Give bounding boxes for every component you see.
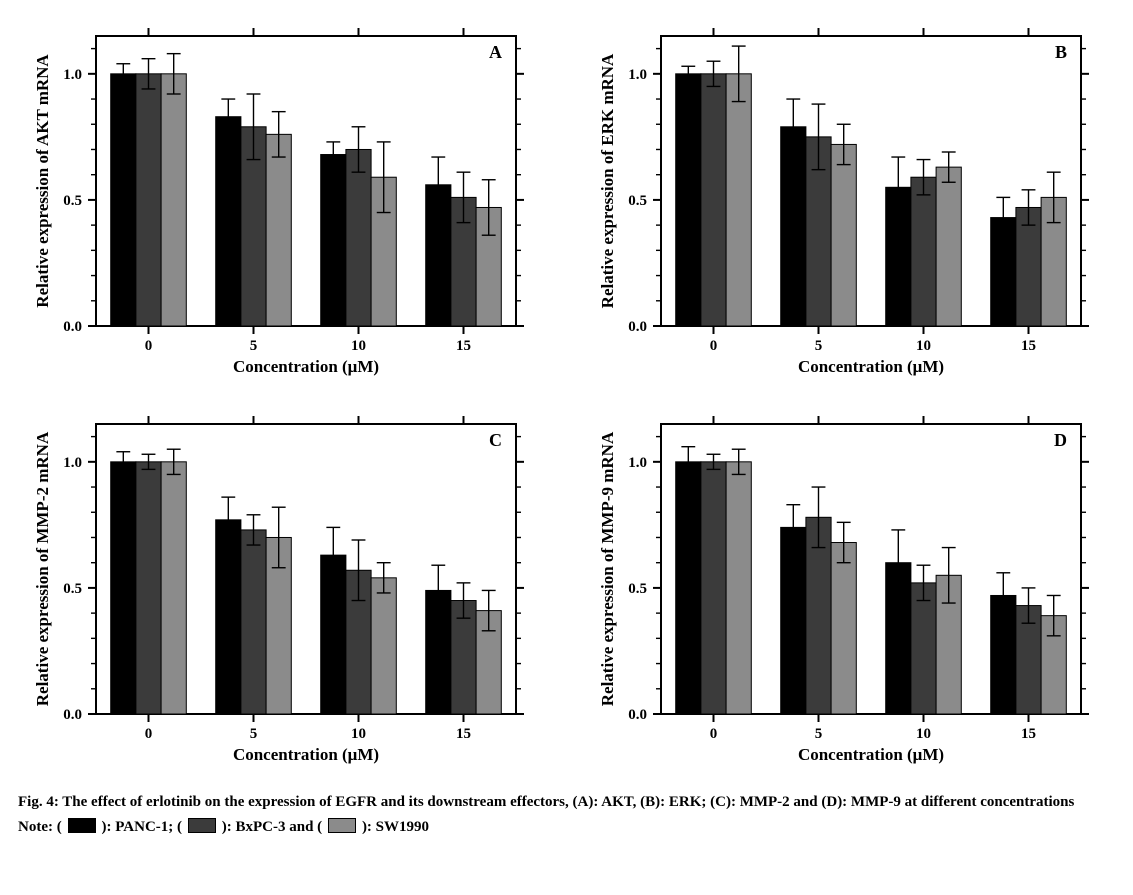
bar-sw1990 xyxy=(161,462,186,714)
svg-text:Relative expression of MMP-9 m: Relative expression of MMP-9 mRNA xyxy=(598,431,617,706)
panel-c: 0.0 0.5 1.0 0 5 10 15 Concentration (μM) Relativ… xyxy=(18,406,551,766)
bar-bxpc3 xyxy=(136,74,161,326)
legend-swatch-bxpc3 xyxy=(188,818,216,833)
chart-c: 0.0 0.5 1.0 0 5 10 15 Concentration (μM) Relativ… xyxy=(18,406,538,766)
svg-text:15: 15 xyxy=(456,338,471,354)
svg-text:5: 5 xyxy=(250,726,258,742)
svg-text:10: 10 xyxy=(351,338,366,354)
svg-text:C: C xyxy=(489,430,502,450)
svg-text:5: 5 xyxy=(814,726,822,742)
svg-text:Concentration (μM): Concentration (μM) xyxy=(797,357,943,376)
svg-text:10: 10 xyxy=(916,338,931,354)
bar-sw1990 xyxy=(161,74,186,326)
svg-text:0.5: 0.5 xyxy=(63,193,82,209)
svg-text:0: 0 xyxy=(145,726,153,742)
bar-sw1990 xyxy=(831,543,856,714)
svg-text:Concentration (μM): Concentration (μM) xyxy=(233,357,379,376)
svg-text:0.0: 0.0 xyxy=(628,707,647,723)
bar-panc1 xyxy=(675,462,700,714)
svg-text:0.0: 0.0 xyxy=(63,707,82,723)
bar-bxpc3 xyxy=(136,462,161,714)
panel-grid: 0.0 0.5 1.0 0 5 10 15 Concentration (μM) Relativ… xyxy=(18,18,1115,766)
svg-text:15: 15 xyxy=(1021,338,1036,354)
svg-text:0.0: 0.0 xyxy=(63,319,82,335)
legend-swatch-sw1990 xyxy=(328,818,356,833)
svg-text:A: A xyxy=(489,42,502,62)
bar-bxpc3 xyxy=(910,177,935,326)
svg-text:0: 0 xyxy=(709,726,717,742)
legend-note: Note: ( ): PANC-1; ( ): BxPC-3 and ( ): … xyxy=(18,818,1115,836)
svg-text:15: 15 xyxy=(456,726,471,742)
svg-text:Concentration (μM): Concentration (μM) xyxy=(797,745,943,764)
svg-text:0.0: 0.0 xyxy=(628,319,647,335)
bar-panc1 xyxy=(675,74,700,326)
svg-text:Relative expression of AKT mRN: Relative expression of AKT mRNA xyxy=(33,54,52,308)
svg-text:0: 0 xyxy=(709,338,717,354)
svg-text:0.5: 0.5 xyxy=(628,581,647,597)
svg-text:B: B xyxy=(1054,42,1066,62)
bar-sw1990 xyxy=(831,144,856,326)
bar-panc1 xyxy=(111,74,136,326)
bar-bxpc3 xyxy=(700,462,725,714)
svg-text:10: 10 xyxy=(351,726,366,742)
bar-bxpc3 xyxy=(346,149,371,326)
bar-panc1 xyxy=(216,520,241,714)
svg-text:1.0: 1.0 xyxy=(628,67,647,83)
panel-b: 0.0 0.5 1.0 0 5 10 15 Concentration (μM) Relativ… xyxy=(583,18,1116,378)
bar-panc1 xyxy=(780,527,805,714)
svg-text:10: 10 xyxy=(916,726,931,742)
figure-caption: Fig. 4: The effect of erlotinib on the e… xyxy=(18,792,1115,812)
svg-text:Relative expression of ERK mRN: Relative expression of ERK mRNA xyxy=(598,53,617,308)
bar-sw1990 xyxy=(266,134,291,326)
bar-panc1 xyxy=(216,117,241,326)
svg-text:15: 15 xyxy=(1021,726,1036,742)
bar-bxpc3 xyxy=(910,583,935,714)
bar-sw1990 xyxy=(371,578,396,714)
figure-4: 0.0 0.5 1.0 0 5 10 15 Concentration (μM) Relativ… xyxy=(18,18,1115,836)
svg-text:1.0: 1.0 xyxy=(628,455,647,471)
panel-a: 0.0 0.5 1.0 0 5 10 15 Concentration (μM) Relativ… xyxy=(18,18,551,378)
bar-sw1990 xyxy=(936,167,961,326)
svg-text:0.5: 0.5 xyxy=(63,581,82,597)
bar-bxpc3 xyxy=(700,74,725,326)
svg-text:5: 5 xyxy=(814,338,822,354)
bar-sw1990 xyxy=(726,462,751,714)
chart-d: 0.0 0.5 1.0 0 5 10 15 Concentration (μM) Relativ… xyxy=(583,406,1103,766)
bar-panc1 xyxy=(321,155,346,326)
bar-panc1 xyxy=(780,127,805,326)
chart-b: 0.0 0.5 1.0 0 5 10 15 Concentration (μM) Relativ… xyxy=(583,18,1103,378)
svg-text:Relative expression of MMP-2 m: Relative expression of MMP-2 mRNA xyxy=(33,431,52,706)
svg-text:0: 0 xyxy=(145,338,153,354)
svg-text:5: 5 xyxy=(250,338,258,354)
svg-text:D: D xyxy=(1054,430,1067,450)
panel-d: 0.0 0.5 1.0 0 5 10 15 Concentration (μM) Relativ… xyxy=(583,406,1116,766)
bar-sw1990 xyxy=(726,74,751,326)
svg-text:Concentration (μM): Concentration (μM) xyxy=(233,745,379,764)
svg-text:1.0: 1.0 xyxy=(63,67,82,83)
bar-bxpc3 xyxy=(241,530,266,714)
svg-text:1.0: 1.0 xyxy=(63,455,82,471)
svg-text:0.5: 0.5 xyxy=(628,193,647,209)
bar-panc1 xyxy=(111,462,136,714)
chart-a: 0.0 0.5 1.0 0 5 10 15 Concentration (μM) Relativ… xyxy=(18,18,538,378)
legend-swatch-panc1 xyxy=(68,818,96,833)
